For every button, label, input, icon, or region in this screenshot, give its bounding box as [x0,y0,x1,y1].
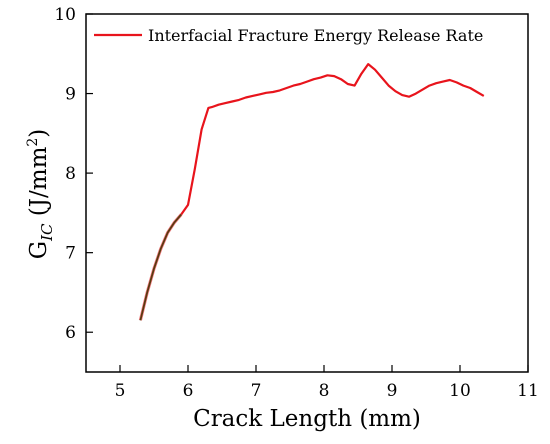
y-axis-title-superscript: 2 [25,138,41,147]
y-axis-title: GIC (J/mm2) [25,129,56,260]
y-tick-label: 6 [65,323,76,343]
y-axis-title-units-close: ) [26,129,52,138]
x-tick-label: 7 [251,381,262,401]
series-line-lower [139,213,182,321]
x-axis-title: Crack Length (mm) [193,406,421,432]
x-tick-label: 6 [183,381,194,401]
x-tick-label: 8 [319,381,330,401]
x-tick-label: 11 [517,381,539,401]
x-tick-label: 5 [115,381,126,401]
y-axis-title-units: (J/mm [26,146,52,223]
y-axis-ticks: 6 7 8 9 10 [54,5,93,343]
series-line [180,62,485,216]
y-tick-label: 9 [65,85,76,105]
y-axis-title-symbol: G [26,241,52,259]
legend-label: Interfacial Fracture Energy Release Rate [148,26,483,45]
y-tick-label: 10 [54,5,76,25]
legend-box [88,17,524,51]
y-axis-title-subscript: IC [38,223,56,242]
x-tick-label: 9 [387,381,398,401]
legend: Interfacial Fracture Energy Release Rate [88,17,524,51]
x-axis-ticks: 5 6 7 8 9 10 11 [115,365,539,401]
data-series [138,62,485,321]
y-tick-label: 7 [65,244,76,264]
y-tick-label: 8 [65,164,76,184]
plot-area [85,13,529,373]
x-tick-label: 10 [449,381,471,401]
